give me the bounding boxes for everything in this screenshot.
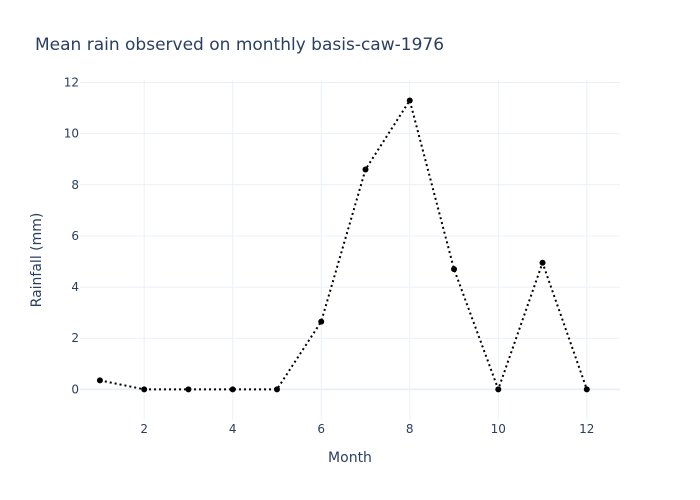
- y-tick-label: 6: [71, 229, 79, 243]
- chart-title: Mean rain observed on monthly basis-caw-…: [35, 35, 444, 55]
- y-tick-label: 4: [71, 280, 79, 294]
- data-point[interactable]: [273, 386, 280, 393]
- data-point[interactable]: [141, 386, 148, 393]
- x-axis-ticks: 2 4 6 8 10 12: [140, 422, 594, 436]
- data-point[interactable]: [362, 166, 369, 173]
- x-tick-label: 10: [491, 422, 506, 436]
- data-point[interactable]: [451, 266, 458, 273]
- y-tick-label: 10: [64, 127, 79, 141]
- y-tick-label: 0: [71, 382, 79, 396]
- data-point[interactable]: [185, 386, 192, 393]
- series-layer: [96, 97, 590, 393]
- y-axis-title: Rainfall (mm): [29, 213, 45, 308]
- data-point[interactable]: [229, 386, 236, 393]
- x-tick-label: 8: [406, 422, 414, 436]
- data-point[interactable]: [406, 97, 413, 104]
- data-point[interactable]: [539, 259, 546, 266]
- x-tick-label: 2: [140, 422, 148, 436]
- data-point[interactable]: [495, 386, 502, 393]
- grid-layer: [80, 80, 620, 420]
- data-point[interactable]: [583, 386, 590, 393]
- x-axis-title: Month: [328, 450, 372, 466]
- y-tick-label: 2: [71, 331, 79, 345]
- y-tick-label: 12: [64, 76, 79, 90]
- data-point[interactable]: [318, 318, 325, 325]
- x-tick-label: 4: [229, 422, 237, 436]
- data-point[interactable]: [96, 377, 103, 384]
- x-tick-label: 6: [317, 422, 325, 436]
- y-axis-ticks: 0 2 4 6 8 10 12: [64, 76, 79, 397]
- x-tick-label: 12: [579, 422, 594, 436]
- y-tick-label: 8: [71, 178, 79, 192]
